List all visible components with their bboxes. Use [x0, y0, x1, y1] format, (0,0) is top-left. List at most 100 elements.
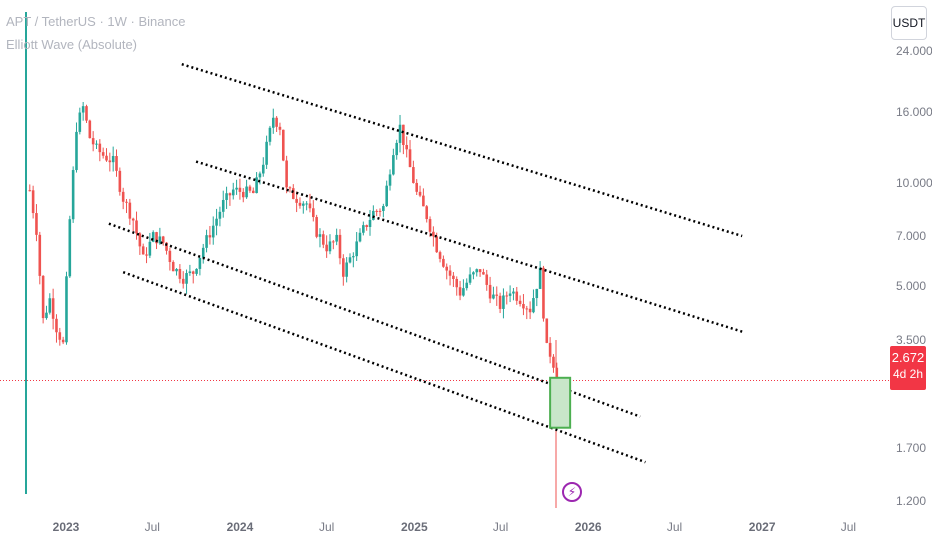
candle-body: [205, 235, 208, 248]
candle-body: [178, 268, 182, 279]
symbol-title[interactable]: APT / TetherUS · 1W · Binance: [6, 14, 186, 29]
candle-body: [512, 291, 515, 294]
time-tick-label: Jul: [318, 520, 335, 534]
candle-body: [435, 236, 439, 253]
candle-body: [328, 241, 332, 252]
candle-body: [55, 318, 58, 333]
candle-body: [278, 126, 282, 130]
candle-body: [395, 142, 398, 156]
candle-body: [75, 131, 78, 171]
candle-body: [468, 274, 472, 283]
price-tick-label: 1.200: [896, 493, 927, 508]
candle-body: [465, 282, 469, 289]
lightning-icon[interactable]: ⚡: [562, 482, 582, 502]
candle-body: [188, 271, 192, 274]
candle-body: [35, 213, 38, 235]
candle-body: [155, 232, 158, 244]
candle-body: [502, 295, 505, 309]
candle-body: [81, 106, 85, 113]
candle-body: [498, 295, 502, 309]
candle-body: [368, 219, 372, 228]
candle-body: [91, 138, 95, 145]
currency-button[interactable]: USDT: [891, 6, 927, 40]
candle-body: [405, 145, 408, 150]
candle-body: [168, 250, 172, 263]
time-tick-label: 2027: [748, 520, 776, 534]
candle-body: [322, 234, 325, 245]
candle-body: [65, 276, 68, 343]
candle-body: [348, 257, 352, 263]
price-tick-label: 24.000: [896, 44, 932, 59]
candle-body: [151, 232, 155, 242]
time-tick-label: Jul: [666, 520, 683, 534]
candle-body: [131, 218, 135, 221]
candle-body: [342, 258, 345, 277]
time-tick-label: 2023: [52, 520, 80, 534]
candle-body: [125, 201, 128, 203]
candle-body: [271, 117, 275, 128]
time-tick-label: 2026: [574, 520, 602, 534]
candle-body: [508, 293, 512, 296]
candle-body: [241, 191, 245, 198]
candle-body: [355, 241, 358, 257]
candle-body: [448, 270, 452, 276]
price-tick-label: 7.000: [896, 229, 927, 243]
last-price-value: 2.672: [891, 350, 925, 365]
candle-body: [308, 203, 312, 209]
candle-body: [281, 129, 285, 161]
candle-body: [171, 262, 175, 272]
candle-body: [121, 191, 125, 202]
candle-body: [45, 312, 48, 319]
price-tick-label: 1.700: [896, 441, 927, 456]
price-tick-label: 16.000: [896, 105, 932, 119]
candle-body: [475, 269, 479, 273]
candle-body: [301, 203, 305, 206]
candle-body: [525, 308, 529, 310]
candle-body: [402, 124, 405, 146]
candle-body: [488, 284, 492, 299]
time-tick-label: 2024: [226, 520, 254, 534]
channel-line-4: [122, 271, 646, 464]
candle-body: [332, 241, 335, 243]
candle-body: [275, 117, 278, 127]
candle-body: [375, 210, 378, 212]
target-box: [549, 376, 572, 429]
candle-body: [358, 232, 362, 242]
candle-body: [265, 141, 268, 165]
candle-body: [438, 252, 442, 259]
candle-body: [295, 198, 298, 203]
candle-body: [555, 367, 559, 381]
candle-body: [191, 271, 195, 274]
time-tick-label: Jul: [492, 520, 509, 534]
candle-body: [145, 254, 148, 256]
candle-body: [548, 342, 552, 357]
candle-body: [455, 278, 459, 288]
candle-body: [522, 303, 525, 309]
candle-body: [88, 120, 92, 139]
candle-body: [148, 241, 152, 256]
candle-body: [545, 318, 549, 343]
candle-body: [215, 218, 218, 226]
candle-body: [338, 234, 342, 259]
candle-body: [268, 127, 272, 142]
candle-body: [185, 273, 188, 284]
price-tick-label: 10.000: [896, 175, 932, 190]
indicator-label[interactable]: Elliott Wave (Absolute): [6, 37, 138, 52]
candle-body: [41, 275, 45, 319]
candle-body: [285, 160, 288, 188]
candle-body: [58, 332, 62, 340]
candle-body: [251, 190, 255, 194]
candle-body: [535, 288, 539, 299]
candle-body: [165, 242, 168, 251]
candle-body: [181, 278, 185, 284]
candle-body: [458, 287, 462, 296]
candle-body: [38, 234, 42, 276]
price-tick-label: 5.000: [896, 279, 927, 294]
time-tick-label: 2025: [400, 520, 428, 534]
candle-body: [412, 167, 415, 183]
candle-body: [385, 185, 388, 207]
candle-body: [552, 356, 555, 368]
candle-body: [288, 187, 292, 189]
